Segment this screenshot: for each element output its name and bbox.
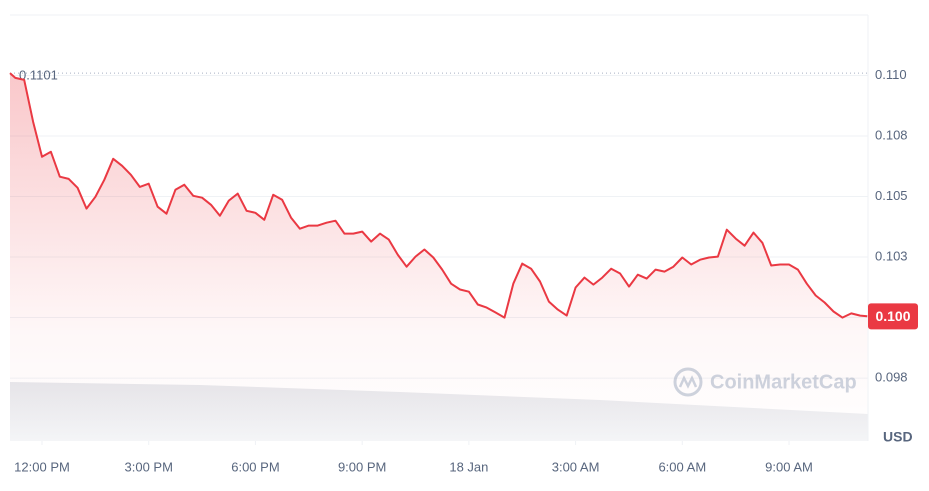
watermark: CoinMarketCap — [673, 367, 857, 397]
unit-label: USD — [883, 429, 913, 445]
x-tick-label: 18 Jan — [449, 459, 488, 474]
last-price-badge — [868, 303, 918, 330]
x-tick-label: 3:00 AM — [552, 459, 600, 474]
price-line — [9, 72, 868, 319]
x-tick-label: 9:00 PM — [338, 459, 386, 474]
area-fill — [10, 73, 868, 441]
y-tick-label: 0.105 — [875, 188, 908, 203]
plot: 0.1101 — [9, 68, 868, 441]
y-tick-label: 0.103 — [875, 248, 908, 263]
x-tick-label: 6:00 PM — [231, 459, 279, 474]
y-tick-label: 0.098 — [875, 370, 908, 385]
x-tick-label: 9:00 AM — [765, 459, 813, 474]
x-tick-label: 12:00 PM — [14, 459, 70, 474]
x-tick-label: 6:00 AM — [658, 459, 706, 474]
last-price-label: 0.100 — [875, 308, 910, 324]
y-tick-label: 0.110 — [875, 67, 907, 82]
reference-label: 0.1101 — [19, 68, 58, 83]
watermark-text: CoinMarketCap — [710, 371, 857, 393]
y-tick-label: 0.108 — [875, 127, 908, 142]
x-tick-label: 3:00 PM — [125, 459, 173, 474]
